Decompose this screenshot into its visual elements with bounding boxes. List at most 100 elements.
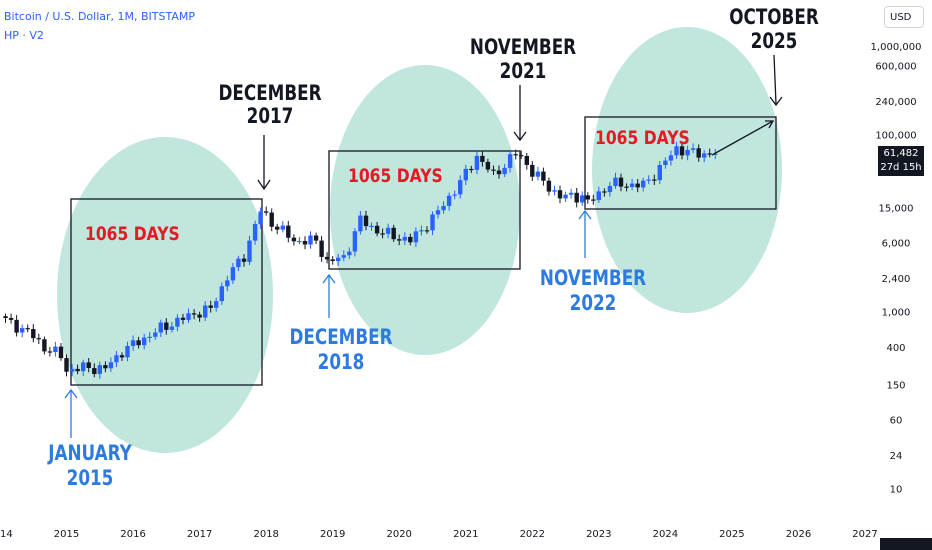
candle-down [496,170,502,175]
candle-up [413,231,419,243]
candle-up [641,180,646,188]
candle-down [103,365,108,369]
candle-down [25,328,30,330]
last-price-badge: 61,482 27d 15h [878,146,924,176]
candle-down [14,319,19,333]
candle-up [247,240,252,262]
candle-down [557,190,563,199]
candle-down [136,340,141,346]
candle-up [507,154,513,168]
candle-down [380,233,385,235]
candle-down [391,227,396,240]
currency-selector[interactable]: USD [884,6,924,28]
candle-up [81,362,86,372]
candle-up [158,322,163,333]
candle-down [36,338,41,340]
candle-up [130,340,136,346]
year-tick-label: 2019 [320,529,345,540]
candle-up [568,192,574,195]
annotation-dec-2018-month: DECEMBER [289,325,392,349]
last-price: 61,482 [883,148,919,159]
candle-up [20,328,25,333]
candle-up [225,280,230,287]
candle-up [452,194,457,196]
candle-up [385,227,391,234]
candle-down [546,180,552,192]
candle-up [280,225,285,230]
annotation-jan-2015-month: JANUARY [46,441,132,465]
candle-up [186,313,191,320]
annotation-nov-2022-year: 2022 [570,291,617,315]
date-annotations: DECEMBER 2017 NOVEMBER 2021 OCTOBER 2025… [46,5,819,490]
projection-line [711,120,774,156]
cycle-box-labels: 1065 DAYS 1065 DAYS 1065 DAYS [85,128,690,246]
year-tick-label: 2018 [253,529,278,540]
price-tick-label: 15,000 [879,203,914,214]
bar-countdown: 27d 15h [880,162,922,173]
candle-down [491,169,496,171]
price-axis[interactable]: 1,000,000 600,000 240,000 100,000 15,000 6,00… [871,42,922,496]
candle-up [419,230,424,232]
candle-down [319,240,324,257]
candle-down [42,339,47,352]
candle-down [408,236,413,243]
time-axis[interactable]: 2014 2015 2016 2017 2018 2019 2020 2021 2022 2023… [0,529,878,540]
candle-down [524,156,529,165]
candle-up [341,255,346,258]
candle-up [430,214,435,231]
arrowhead-nov-2022 [578,209,592,220]
candle-down [31,329,36,339]
candle-down [707,153,712,155]
cycle-box-1 [70,198,263,386]
candle-down [286,225,291,238]
cycle-box-1-label: 1065 DAYS [85,224,180,246]
candle-up [230,267,236,281]
price-tick-label: 240,000 [875,97,916,108]
candle-down [264,211,269,213]
candle-up [214,301,219,308]
candle-up [713,153,718,155]
candle-down [241,258,247,262]
candle-down [469,168,474,171]
candle-down [75,368,80,372]
price-tick-label: 600,000 [875,62,916,73]
annotation-nov-2021-month: NOVEMBER [470,35,577,59]
annotation-arrows [64,54,783,438]
year-tick-label: 2021 [453,529,478,540]
candle-down [541,171,546,181]
cycle-box-2 [328,150,521,270]
candle-down [374,225,380,234]
candle-down [324,256,330,260]
candle-up [142,337,147,346]
annotation-jan-2015-year: 2015 [67,466,114,490]
candle-down [602,191,607,193]
candle-down [591,199,596,201]
candle-up [702,153,707,158]
candle-down [191,313,197,315]
candle-up [169,326,175,330]
candle-up [114,355,119,363]
year-tick-label: 2025 [719,529,744,540]
candle-up [690,148,696,150]
candle-up [663,160,668,165]
candle-up [297,241,302,243]
candle-down [363,215,369,227]
arrow-oct-2025 [773,54,777,105]
candle-up [69,368,75,372]
candle-up [674,146,679,156]
candle-down [86,362,91,368]
candle-up [535,171,541,177]
candle-down [585,195,590,200]
price-tick-label: 10 [890,485,903,496]
year-tick-label: 2017 [187,529,212,540]
annotation-nov-2022-month: NOVEMBER [540,266,647,290]
price-tick-label: 400 [886,343,905,354]
candle-up [336,257,341,261]
year-tick-label: 2015 [54,529,79,540]
candle-up [53,346,58,352]
year-tick-label: 2014 [0,529,13,540]
candle-down [47,351,53,353]
candle-up [613,177,618,186]
price-tick-label: 6,000 [882,239,911,250]
